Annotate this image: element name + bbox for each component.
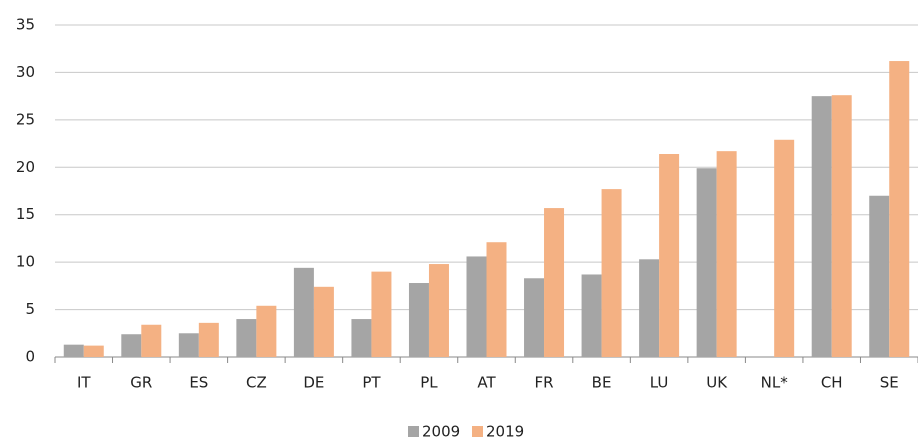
bar — [371, 271, 392, 357]
x-tick-label: CH — [821, 374, 843, 392]
y-tick-label: 25 — [16, 110, 35, 128]
x-tick-label: NL* — [761, 374, 789, 392]
bar — [408, 283, 429, 357]
bar — [178, 333, 199, 357]
bar — [716, 151, 737, 357]
bar — [313, 286, 334, 357]
bar — [889, 61, 910, 357]
y-tick-label: 0 — [25, 348, 35, 366]
bar — [466, 256, 487, 357]
bar — [869, 195, 890, 357]
bar — [639, 259, 660, 357]
y-tick-label: 35 — [16, 16, 35, 34]
bar — [83, 345, 104, 357]
bar — [811, 96, 832, 358]
bar — [198, 322, 219, 357]
x-tick-label: SE — [880, 374, 899, 392]
y-tick-label: 5 — [25, 300, 35, 318]
bar — [141, 324, 162, 357]
bar — [256, 305, 277, 357]
bar — [774, 139, 795, 357]
x-tick-label: UK — [706, 374, 728, 392]
bar — [428, 264, 449, 357]
x-tick-label: PT — [362, 374, 381, 392]
x-tick-label: CZ — [246, 374, 267, 392]
x-tick-label: AT — [477, 374, 496, 392]
bar — [236, 319, 257, 357]
x-tick-label: PL — [420, 374, 438, 392]
x-tick-label: FR — [535, 374, 554, 392]
bar — [544, 208, 565, 357]
x-tick-label: LU — [650, 374, 669, 392]
bar — [121, 334, 142, 357]
bar — [601, 189, 622, 357]
bar — [581, 274, 602, 357]
legend-label: 2009 — [422, 423, 460, 437]
bar — [659, 154, 680, 357]
legend-label: 2019 — [486, 423, 524, 437]
bar — [351, 319, 372, 357]
y-tick-label: 15 — [16, 205, 35, 223]
bar — [831, 95, 852, 358]
y-tick-label: 30 — [16, 63, 35, 81]
bar — [524, 278, 545, 357]
y-tick-label: 10 — [16, 253, 35, 271]
x-tick-label: GR — [130, 374, 152, 392]
bar — [696, 168, 717, 357]
bar — [63, 344, 84, 357]
x-tick-label: BE — [592, 374, 612, 392]
bar — [293, 267, 314, 357]
y-tick-label: 20 — [16, 158, 35, 176]
bar — [486, 242, 507, 357]
legend-swatch — [472, 426, 483, 437]
legend-swatch — [408, 426, 419, 437]
x-tick-label: IT — [77, 374, 91, 392]
x-tick-label: DE — [303, 374, 324, 392]
x-tick-label: ES — [189, 374, 208, 392]
